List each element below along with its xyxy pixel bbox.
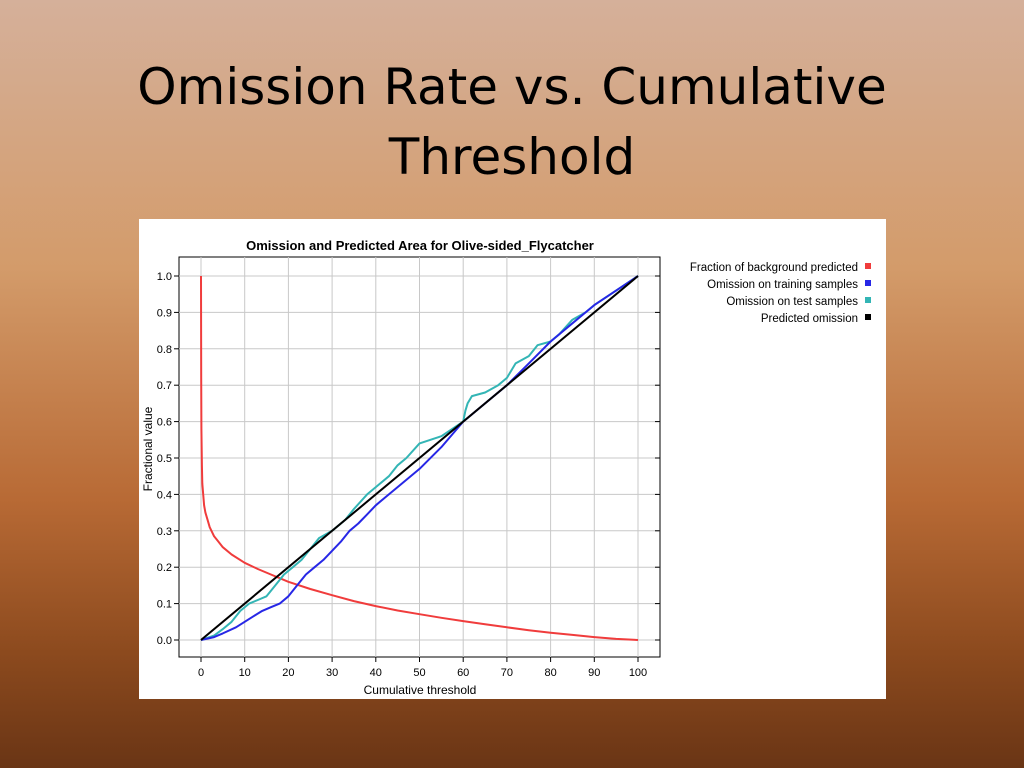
x-tick-label: 50: [413, 667, 425, 679]
x-tick-label: 40: [370, 667, 382, 679]
series-line-fraction-of-background-predicted: [200, 275, 639, 641]
y-tick-label: 0.7: [157, 380, 172, 392]
slide-title-line1: Omission Rate vs. Cumulative: [137, 58, 887, 116]
y-tick-label: 0.8: [157, 344, 172, 356]
y-tick-label: 0.1: [157, 599, 172, 611]
y-tick-label: 0.5: [157, 453, 172, 465]
legend-entry-label: Fraction of background predicted: [690, 262, 858, 274]
chart-panel: Omission and Predicted Area for Olive-si…: [139, 219, 886, 699]
legend-swatch: [865, 314, 871, 320]
series-line-omission-on-test-samples: [200, 275, 639, 641]
x-axis-label: Cumulative threshold: [364, 683, 477, 697]
legend-entry-label: Predicted omission: [761, 313, 858, 325]
y-tick-label: 0.9: [157, 307, 172, 319]
series-lines: [200, 275, 639, 641]
legend-swatch: [865, 297, 871, 303]
y-axis-label: Fractional value: [141, 406, 155, 491]
series-line-omission-on-training-samples: [200, 275, 639, 641]
y-tick-label: 0.6: [157, 417, 172, 429]
grid-lines: [179, 257, 660, 657]
legend-swatch: [865, 280, 871, 286]
y-tick-label: 1.0: [157, 271, 172, 283]
legend-entry-label: Omission on test samples: [726, 296, 858, 308]
x-tick-label: 90: [588, 667, 600, 679]
slide-title-line2: Threshold: [388, 128, 636, 186]
chart-title: Omission and Predicted Area for Olive-si…: [246, 238, 594, 253]
omission-chart: Omission and Predicted Area for Olive-si…: [141, 238, 871, 697]
legend-entry-label: Omission on training samples: [707, 279, 858, 291]
x-tick-label: 30: [326, 667, 338, 679]
legend: Fraction of background predicted Omission…: [690, 262, 871, 325]
x-tick-label: 0: [198, 667, 204, 679]
y-tick-label: 0.3: [157, 526, 172, 538]
y-tick-label: 0.4: [157, 489, 172, 501]
y-tick-label: 0.0: [157, 635, 172, 647]
x-tick-label: 10: [239, 667, 251, 679]
legend-swatch: [865, 263, 871, 269]
x-tick-label: 60: [457, 667, 469, 679]
x-tick-label: 20: [282, 667, 294, 679]
x-tick-label: 100: [629, 667, 647, 679]
axis-ticks: 0 10 20 30 40 50 60 70 80 90 100 0.0 0.1 0.2 0.3 0.4 0.5…: [157, 271, 660, 679]
x-tick-label: 70: [501, 667, 513, 679]
x-tick-label: 80: [544, 667, 556, 679]
slide-title: Omission Rate vs. Cumulative Threshold: [0, 52, 1024, 192]
y-tick-label: 0.2: [157, 562, 172, 574]
series-line-predicted-omission: [200, 275, 639, 641]
